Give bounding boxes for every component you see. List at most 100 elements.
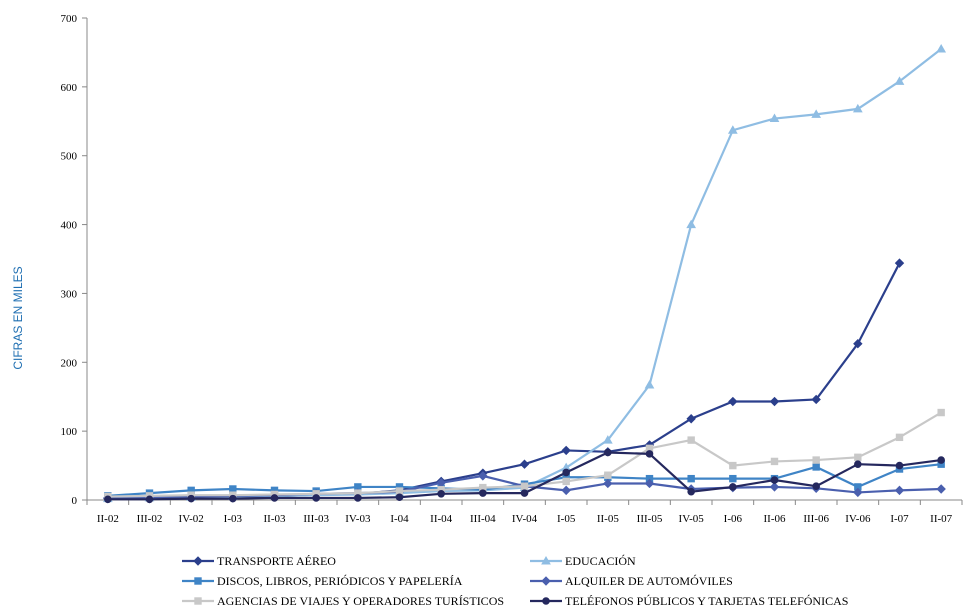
data-point bbox=[603, 478, 613, 489]
data-point bbox=[312, 494, 320, 502]
x-tick-label: III-04 bbox=[470, 513, 496, 525]
y-tick-label: 700 bbox=[61, 13, 78, 25]
x-tick-label: I-04 bbox=[390, 513, 409, 525]
data-point bbox=[187, 494, 195, 503]
x-tick-label: IV-05 bbox=[679, 513, 705, 525]
y-tick-label: 300 bbox=[61, 288, 78, 300]
series-0 bbox=[103, 258, 905, 504]
legend-marker bbox=[194, 577, 202, 585]
legend-label: AGENCIAS DE VIAJES Y OPERADORES TURÍSTIC… bbox=[217, 594, 504, 608]
data-point bbox=[479, 489, 487, 497]
data-point bbox=[811, 394, 821, 405]
y-tick-label: 0 bbox=[72, 495, 78, 507]
data-point bbox=[812, 463, 820, 471]
data-point bbox=[602, 435, 613, 444]
data-point bbox=[770, 457, 779, 466]
data-point bbox=[104, 495, 112, 504]
y-tick-label: 200 bbox=[61, 357, 78, 369]
x-tick-label: III-05 bbox=[637, 513, 663, 525]
legend-label: TRANSPORTE AÉREO bbox=[217, 554, 336, 568]
data-point bbox=[894, 76, 905, 85]
data-point bbox=[769, 113, 780, 123]
data-point bbox=[229, 494, 237, 503]
data-point bbox=[437, 490, 445, 498]
legend-marker bbox=[194, 597, 202, 605]
data-point bbox=[936, 484, 946, 494]
legend: TRANSPORTE AÉREO EDUCACIÓN DISCOS, LIBROS,… bbox=[182, 554, 848, 608]
data-point bbox=[727, 125, 738, 134]
x-tick-label: III-02 bbox=[137, 513, 163, 525]
legend-marker bbox=[541, 576, 551, 586]
legend-marker bbox=[541, 555, 551, 565]
x-tick-label: II-05 bbox=[597, 513, 619, 525]
data-point bbox=[812, 482, 820, 491]
axes: 0 100 200 300 400 500 600 700 II-02 III-02 IV-02 I-… bbox=[61, 13, 963, 525]
data-point bbox=[769, 482, 780, 492]
x-tick-label: II-06 bbox=[764, 513, 786, 525]
y-tick-label: 500 bbox=[61, 151, 78, 163]
data-point bbox=[395, 493, 404, 502]
data-point bbox=[894, 485, 905, 496]
data-point bbox=[729, 483, 737, 491]
series-line bbox=[107, 262, 901, 500]
legend-item: TELÉFONOS PÚBLICOS Y TARJETAS TELEFÓNICA… bbox=[530, 594, 848, 608]
y-tick-label: 400 bbox=[61, 220, 78, 232]
y-tick-label: 100 bbox=[61, 426, 78, 438]
data-point bbox=[686, 219, 697, 229]
data-point bbox=[852, 103, 863, 113]
data-point bbox=[270, 494, 279, 502]
data-point bbox=[687, 436, 695, 444]
legend-label: EDUCACIÓN bbox=[565, 554, 636, 568]
data-point bbox=[853, 487, 863, 498]
x-tick-label: I-07 bbox=[890, 513, 909, 525]
data-point bbox=[561, 445, 571, 456]
x-tick-label: IV-06 bbox=[845, 513, 871, 525]
series-1 bbox=[102, 43, 947, 503]
data-point bbox=[686, 414, 696, 424]
series-5 bbox=[104, 448, 945, 504]
data-point bbox=[644, 478, 655, 489]
x-tick-label: IV-03 bbox=[345, 513, 371, 525]
data-point bbox=[604, 448, 612, 457]
data-point bbox=[769, 396, 780, 407]
legend-marker bbox=[542, 597, 550, 605]
x-tick-label: IV-02 bbox=[179, 513, 204, 525]
data-point bbox=[894, 258, 905, 268]
data-point bbox=[895, 461, 904, 470]
x-tick-label: I-03 bbox=[224, 513, 243, 525]
data-point bbox=[520, 489, 529, 497]
legend-label: TELÉFONOS PÚBLICOS Y TARJETAS TELEFÓNICA… bbox=[565, 594, 848, 608]
y-tick-label: 600 bbox=[61, 82, 78, 94]
series-layer bbox=[102, 43, 947, 504]
data-point bbox=[811, 109, 822, 118]
data-point bbox=[853, 338, 863, 349]
data-point bbox=[645, 450, 654, 458]
x-tick-label: II-02 bbox=[97, 513, 119, 525]
x-tick-label: IV-04 bbox=[512, 513, 538, 525]
data-point bbox=[729, 461, 737, 470]
x-tick-label: I-06 bbox=[724, 513, 743, 525]
legend-marker bbox=[193, 556, 203, 566]
data-point bbox=[145, 495, 154, 504]
legend-label: DISCOS, LIBROS, PERIÓDICOS Y PAPELERÍA bbox=[217, 574, 463, 588]
legend-item: TRANSPORTE AÉREO bbox=[182, 554, 336, 568]
legend-item: AGENCIAS DE VIAJES Y OPERADORES TURÍSTIC… bbox=[182, 594, 504, 608]
x-tick-label: II-03 bbox=[264, 513, 286, 525]
data-point bbox=[519, 459, 530, 469]
data-point bbox=[729, 474, 737, 483]
data-point bbox=[478, 471, 488, 481]
data-point bbox=[937, 456, 945, 464]
data-point bbox=[562, 477, 570, 486]
legend-item: ALQUILER DE AUTOMÓVILES bbox=[530, 574, 733, 588]
x-tick-label: III-06 bbox=[803, 513, 829, 525]
x-tick-label: II-04 bbox=[430, 513, 452, 525]
data-point bbox=[812, 456, 820, 464]
data-point bbox=[520, 482, 529, 490]
data-point bbox=[854, 460, 862, 468]
data-point bbox=[604, 471, 612, 479]
x-tick-label: I-05 bbox=[557, 513, 576, 525]
data-point bbox=[936, 43, 947, 53]
data-point bbox=[395, 487, 404, 495]
data-point bbox=[562, 468, 570, 477]
